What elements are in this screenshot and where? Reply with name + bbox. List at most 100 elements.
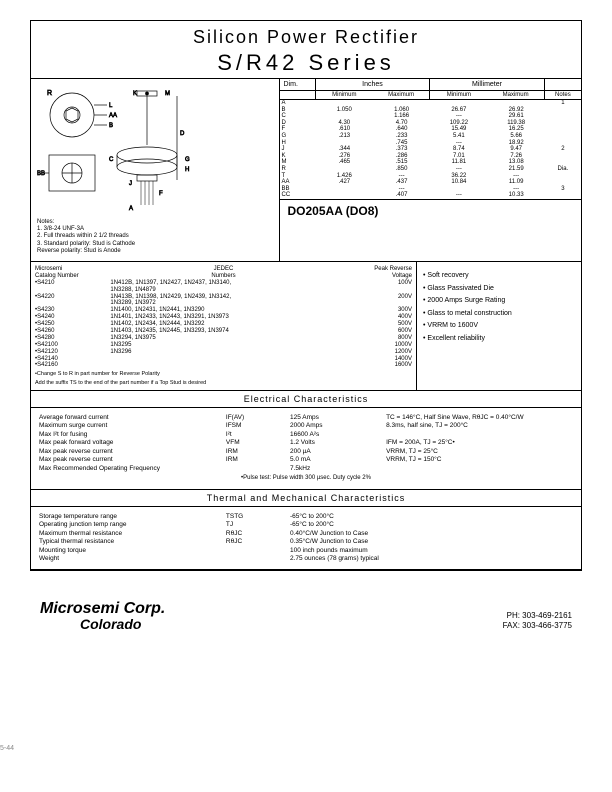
- dim-row: D4.304.70109.22119.38: [280, 120, 582, 127]
- dim-cell: [545, 159, 581, 166]
- dim-cell: 9.47: [488, 146, 545, 153]
- therm-cell: RθJC: [226, 530, 290, 538]
- therm-title: Thermal and Mechanical Characteristics: [31, 490, 581, 507]
- dim-cell: .233: [373, 133, 430, 140]
- catalog-cell: 1N3295: [110, 342, 336, 349]
- dim-cell: J: [280, 146, 316, 153]
- dim-cell: .610: [316, 126, 373, 133]
- dim-cell: [316, 166, 373, 173]
- dim-cell: [545, 140, 581, 147]
- svg-text:M: M: [165, 91, 170, 97]
- elec-cell: Max I²t for fusing: [39, 431, 226, 439]
- dim-cell: A: [280, 100, 316, 107]
- catalog-cell: •S42160: [35, 362, 110, 369]
- catalog-cell: •S42120: [35, 349, 110, 356]
- therm-row: Typical thermal resistanceRθJC0.35°C/W J…: [39, 538, 573, 546]
- dim-cell: 4.30: [316, 120, 373, 127]
- catalog-cell: •S4240: [35, 314, 110, 321]
- dim-subheader: Minimum Maximum Minimum Maximum Notes: [280, 91, 582, 100]
- therm-row: Weight2.75 ounces (78 grams) typical: [39, 555, 573, 563]
- therm-cell: 100 inch pounds maximum: [290, 547, 573, 555]
- page-number: 5-44: [0, 745, 14, 752]
- catalog-cell: 1N3289, 1N3972: [110, 300, 336, 307]
- footer: Microsemi Corp. Colorado PH: 303-469-216…: [30, 601, 582, 631]
- dim-cell: [316, 192, 373, 199]
- dim-cell: 8.74: [430, 146, 487, 153]
- feature-item: Glass Passivated Die: [423, 283, 575, 296]
- feature-item: Soft recovery: [423, 270, 575, 283]
- diagram-notes: Notes: 1. 3/8-24 UNF-3A 2. Full threads …: [37, 219, 273, 255]
- dim-row: BB------3: [280, 186, 582, 193]
- features-list: Soft recoveryGlass Passivated Die2000 Am…: [423, 270, 575, 346]
- dim-cell: [316, 100, 373, 107]
- catalog-row: •S421001N32951000V: [35, 342, 412, 349]
- therm-block: Storage temperature rangeTSTG-65°C to 20…: [31, 507, 581, 571]
- elec-cell: 1.2 Volts: [290, 439, 386, 447]
- dim-cell: 1.050: [316, 107, 373, 114]
- dim-cell: .373: [373, 146, 430, 153]
- elec-row: Max peak reverse currentIRM5.0 mAVRRM, T…: [39, 456, 573, 464]
- dim-cell: 36.22: [430, 173, 487, 180]
- dim-cell: D: [280, 120, 316, 127]
- dim-row: K.276.2867.017.26: [280, 153, 582, 160]
- dim-cell: [373, 100, 430, 107]
- dim-h-mm: Millimeter: [430, 79, 545, 90]
- company-name: Microsemi Corp.: [40, 601, 165, 617]
- note-line: 3. Standard polarity: Stud is Cathode: [37, 241, 273, 248]
- catalog-cell: 1400V: [337, 356, 412, 363]
- cat-h-right: Peak ReverseVoltage: [337, 266, 412, 280]
- elec-cell: 7.5kHz: [290, 465, 386, 473]
- title-main: Silicon Power Rectifier: [31, 27, 581, 48]
- dim-cell: [545, 153, 581, 160]
- catalog-cell: 1N1401, 1N2433, 1N2443, 1N3291, 1N3973: [110, 314, 336, 321]
- phone: PH: 303-469-2161: [503, 611, 572, 621]
- dim-sh-min: Minimum: [316, 91, 373, 99]
- dim-cell: R: [280, 166, 316, 173]
- dim-cell: .640: [373, 126, 430, 133]
- dim-row: CC.407---10.33: [280, 192, 582, 199]
- svg-text:BB: BB: [37, 171, 45, 177]
- dim-row: F.610.64015.4916.25: [280, 126, 582, 133]
- dim-cell: 16.25: [488, 126, 545, 133]
- dim-cell: C: [280, 113, 316, 120]
- catalog-cell: 1N412B, 1N1397, 1N2427, 1N2437, 1N3140,: [110, 280, 336, 287]
- catalog-cell: •S42100: [35, 342, 110, 349]
- catalog-row: •S421201N32961200V: [35, 349, 412, 356]
- elec-cell: Max peak forward voltage: [39, 439, 226, 447]
- catalog-cell: •S4230: [35, 307, 110, 314]
- elec-cell: 125 Amps: [290, 414, 386, 422]
- catalog-row: •S42401N1401, 1N2433, 1N2443, 1N3291, 1N…: [35, 314, 412, 321]
- therm-cell: -65°C to 200°C: [290, 513, 573, 521]
- dim-row: B1.0501.06026.6726.92: [280, 107, 582, 114]
- elec-cell: IF(AV): [226, 414, 290, 422]
- catalog-cell: 1N3294, 1N3975: [110, 335, 336, 342]
- svg-text:C: C: [109, 157, 114, 163]
- catalog-cell: [110, 356, 336, 363]
- dim-cell: 5.66: [488, 133, 545, 140]
- dim-row: AA.427.43710.8411.09: [280, 179, 582, 186]
- dim-cell: 1.426: [316, 173, 373, 180]
- dim-cell: [545, 179, 581, 186]
- catalog-cell: [35, 300, 110, 307]
- catalog-cell: 1N413B, 1N1398, 1N2429, 1N2439, 1N3142,: [110, 294, 336, 301]
- catalog-body: •S42101N412B, 1N1397, 1N2427, 1N2437, 1N…: [35, 280, 412, 370]
- therm-cell: RθJC: [226, 538, 290, 546]
- therm-cell: [226, 555, 290, 563]
- title-block: Silicon Power Rectifier S/R42 Series: [31, 21, 581, 79]
- dim-cell: .407: [373, 192, 430, 199]
- dim-cell: K: [280, 153, 316, 160]
- dim-cell: [545, 192, 581, 199]
- elec-cell: VRRM, TJ = 25°C: [386, 448, 573, 456]
- catalog-row: •S421601600V: [35, 362, 412, 369]
- dim-cell: [488, 100, 545, 107]
- svg-text:G: G: [185, 157, 190, 163]
- therm-cell: Storage temperature range: [39, 513, 226, 521]
- catalog-cell: 1N1402, 1N2434, 1N2444, 1N3292: [110, 321, 336, 328]
- catalog-row: 1N3288, 1N4879: [35, 287, 412, 294]
- dim-h-dim: Dim.: [280, 79, 316, 90]
- therm-cell: Mounting torque: [39, 547, 226, 555]
- catalog-cell: •S4260: [35, 328, 110, 335]
- dim-h-blank: [545, 79, 581, 90]
- dim-cell: 10.84: [430, 179, 487, 186]
- svg-text:R: R: [47, 90, 52, 97]
